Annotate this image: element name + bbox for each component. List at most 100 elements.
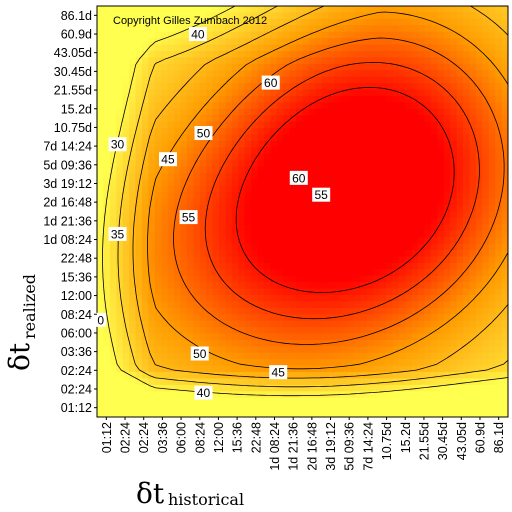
heat-cell [180,378,188,386]
heat-cell [174,76,182,84]
heat-cell [289,31,297,39]
heat-cell [193,185,201,193]
heat-cell [199,153,207,161]
heat-cell [360,63,368,71]
heat-cell [488,301,496,309]
heat-cell [424,63,432,71]
heat-cell [199,192,207,200]
heat-cell [463,378,471,386]
heat-cell [302,147,310,155]
heat-cell [495,185,503,193]
heat-cell [122,410,130,417]
heat-cell [456,243,464,251]
heat-cell [186,307,194,315]
heat-cell [334,404,342,412]
heat-cell [167,294,175,302]
heat-cell [186,70,194,78]
heat-cell [347,230,355,238]
heat-cell [122,95,130,103]
heat-cell [373,38,381,46]
heat-cell [289,95,297,103]
heat-cell [167,301,175,309]
heat-cell [366,333,374,341]
heat-cell [302,237,310,245]
heat-cell [116,346,124,354]
heat-cell [231,12,239,20]
heat-cell [495,224,503,232]
heat-cell [122,243,130,251]
heat-cell [398,6,406,14]
heat-cell [488,50,496,58]
heat-cell [129,89,137,97]
heat-cell [488,153,496,161]
heat-cell [475,372,483,380]
heat-cell [308,12,316,20]
heat-cell [321,365,329,373]
heat-cell [334,83,342,91]
heat-cell [186,89,194,97]
heat-cell [263,346,271,354]
heat-cell [495,179,503,187]
heat-cell [392,294,400,302]
heat-cell [488,70,496,78]
heat-cell [180,198,188,206]
heat-cell [263,378,271,386]
heat-cell [437,282,445,290]
heat-cell [199,365,207,373]
heat-cell [430,256,438,264]
heat-cell [302,102,310,110]
heat-cell [501,95,508,103]
heat-cell [244,262,252,270]
heat-cell [411,301,419,309]
heat-cell [398,288,406,296]
heat-cell [97,307,105,315]
heat-cell [174,108,182,116]
heat-cell [141,70,149,78]
heat-cell [219,378,227,386]
heat-cell [199,372,207,380]
heat-cell [405,211,413,219]
heat-cell [167,352,175,360]
heat-cell [385,372,393,380]
heat-cell [186,6,194,14]
heat-cell [238,83,246,91]
heat-cell [244,140,252,148]
heat-cell [244,327,252,335]
heat-cell [341,70,349,78]
heat-cell [475,269,483,277]
heat-cell [283,76,291,84]
heat-cell [135,243,143,251]
heat-cell [418,243,426,251]
heat-cell [270,314,278,322]
heat-cell [129,25,137,33]
heat-cell [456,102,464,110]
heat-cell [251,301,259,309]
heat-cell [430,307,438,315]
heat-cell [206,288,214,296]
heat-cell [161,50,169,58]
heat-cell [373,307,381,315]
heat-cell [495,192,503,200]
heat-cell [347,391,355,399]
heat-cell [225,44,233,52]
heat-cell [308,115,316,123]
heat-cell [495,108,503,116]
heat-cell [135,128,143,136]
heat-cell [219,372,227,380]
heat-cell [495,378,503,386]
heat-cell [225,102,233,110]
heat-cell [174,282,182,290]
heat-cell [174,224,182,232]
heat-cell [206,282,214,290]
heat-cell [353,12,361,20]
heat-cell [270,121,278,129]
heat-cell [308,333,316,341]
heat-cell [257,262,265,270]
heat-cell [501,205,508,213]
heat-cell [97,301,105,309]
heat-cell [443,230,451,238]
heat-cell [501,346,508,354]
heat-cell [495,327,503,335]
heat-cell [263,12,271,20]
heat-cell [321,282,329,290]
